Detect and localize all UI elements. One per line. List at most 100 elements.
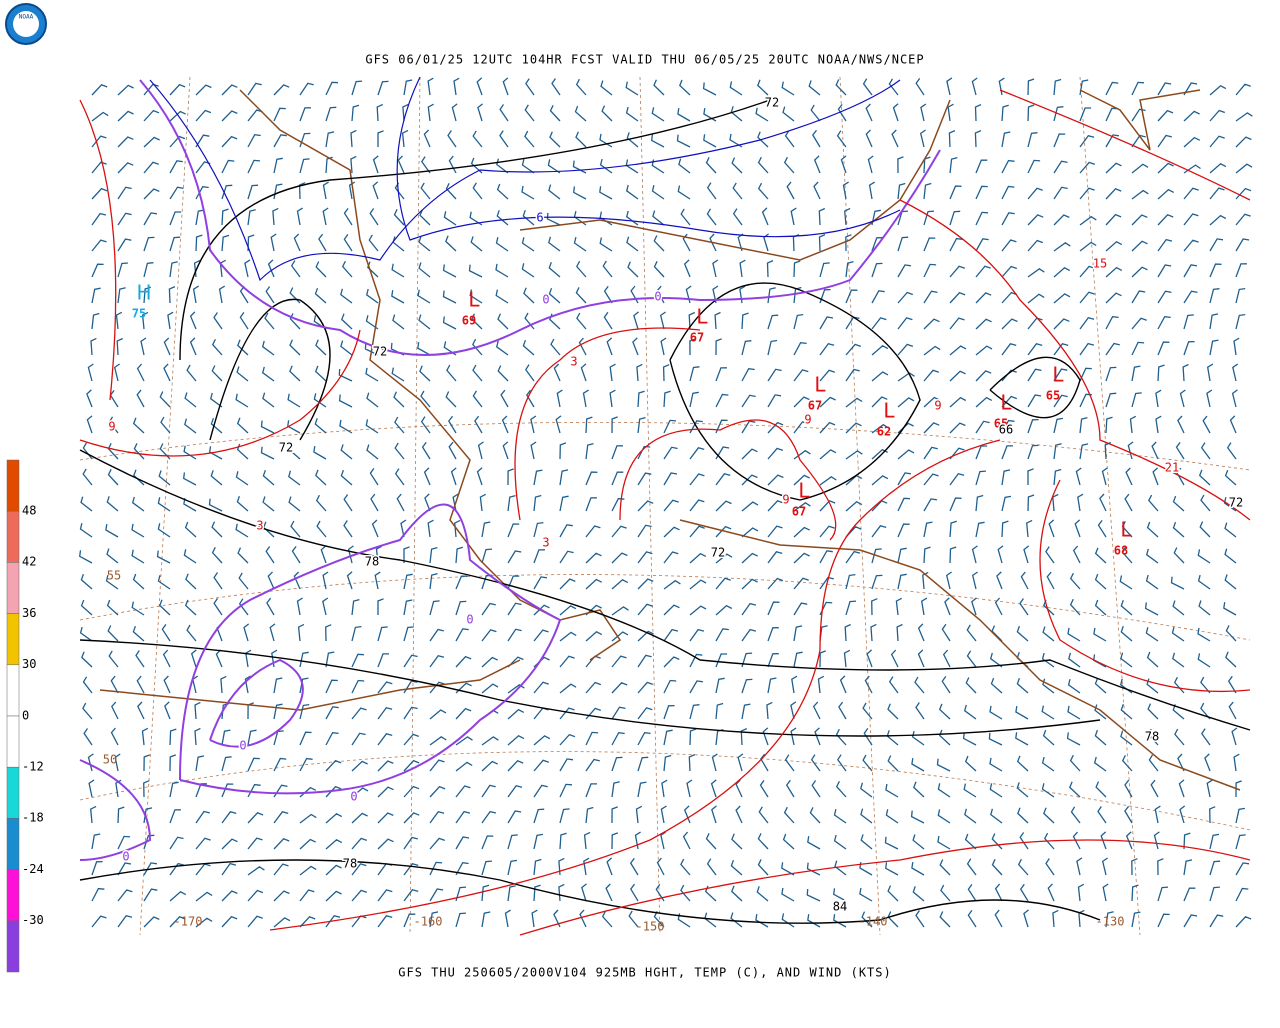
temperature-label: 0 xyxy=(466,613,473,627)
height-label: 72 xyxy=(373,345,387,359)
noaa-logo: NOAA xyxy=(5,3,47,45)
color-bar-swatch xyxy=(6,459,20,512)
longitude-label: -160 xyxy=(414,915,443,929)
logo-text: NOAA xyxy=(19,14,34,21)
pressure-value: 62 xyxy=(877,425,891,439)
wind-barb-row xyxy=(91,831,1246,850)
color-bar-swatch xyxy=(6,510,20,563)
wind-barb-row xyxy=(79,519,1237,538)
map-area xyxy=(78,76,1253,936)
pressure-symbol: L xyxy=(1000,391,1012,415)
temperature-label: 0 xyxy=(350,790,357,804)
header: GFS 06/01/25 12UTC 104HR FCST VALID THU … xyxy=(365,53,924,67)
footer: GFS THU 250605/2000V104 925MB HGHT, TEMP… xyxy=(398,966,891,980)
wind-barb-row xyxy=(80,597,1237,616)
wind-barb-row xyxy=(81,649,1237,668)
warm-contours xyxy=(79,89,1251,936)
cold-contours xyxy=(149,76,901,282)
longitude-label: -150 xyxy=(636,920,665,934)
wind-barb-row xyxy=(78,545,1237,564)
longitude-label: -170 xyxy=(174,915,203,929)
color-bar-swatch xyxy=(6,766,20,819)
pressure-value: 67 xyxy=(792,505,806,519)
wind-barb-row xyxy=(91,181,1252,200)
temperature-label: 3 xyxy=(570,355,577,369)
color-bar-swatch xyxy=(6,664,20,717)
wind-barb-row xyxy=(87,753,1240,772)
height-label: 72 xyxy=(1229,496,1243,510)
color-bar-swatch xyxy=(6,869,20,922)
wind-barb-row xyxy=(82,441,1237,460)
wind-barb-row xyxy=(91,207,1251,226)
latitude-label: 55 xyxy=(107,569,121,583)
height-contours xyxy=(79,99,1251,924)
wind-barb-row xyxy=(91,857,1250,876)
color-bar-label: 36 xyxy=(22,606,36,620)
height-label: 72 xyxy=(765,96,779,110)
temperature-label: 0 xyxy=(122,850,129,864)
height-label: 72 xyxy=(279,441,293,455)
pressure-value: 75 xyxy=(132,307,146,321)
longitude-label: -130 xyxy=(1096,915,1125,929)
color-bar-label: -18 xyxy=(22,811,44,825)
wind-barb-row xyxy=(91,103,1253,122)
pressure-symbol: L xyxy=(1052,363,1064,387)
height-label: 78 xyxy=(343,857,357,871)
wind-barb-row xyxy=(90,805,1245,824)
pressure-value: 67 xyxy=(690,331,704,345)
color-bar-label: 42 xyxy=(22,555,36,569)
pressure-symbol: L xyxy=(814,373,826,397)
wind-barb-row xyxy=(90,337,1240,356)
temperature-label: 15 xyxy=(1093,257,1107,271)
zero-isotherm xyxy=(79,79,941,861)
wind-barb-row xyxy=(82,467,1237,486)
color-bar-swatch xyxy=(6,715,20,768)
color-bar-swatch xyxy=(6,613,20,666)
temperature-label: 0 xyxy=(542,293,549,307)
pressure-symbol: L xyxy=(798,479,810,503)
wind-barb-row xyxy=(91,285,1246,304)
height-label: 78 xyxy=(365,555,379,569)
color-bar-label: 0 xyxy=(22,708,29,722)
temperature-label: 9 xyxy=(108,420,115,434)
wind-barb-row xyxy=(91,311,1246,330)
pressure-value: 65 xyxy=(994,417,1008,431)
height-label: 66 xyxy=(999,423,1013,437)
color-bar-swatch xyxy=(6,562,20,614)
wind-barb-row xyxy=(82,675,1237,694)
pressure-value: 69 xyxy=(462,314,476,328)
pressure-value: 65 xyxy=(1046,389,1060,403)
wind-barb-row xyxy=(91,155,1253,174)
wind-barb-row xyxy=(80,571,1237,590)
temperature-label: 3 xyxy=(256,519,263,533)
temperature-label: 9 xyxy=(782,493,789,507)
pressure-symbol: L xyxy=(883,399,895,423)
color-bar-label: -12 xyxy=(22,760,44,774)
graticule xyxy=(79,76,1251,936)
height-label: 78 xyxy=(1145,730,1159,744)
pressure-symbol: L xyxy=(468,288,480,312)
coastline xyxy=(99,89,1241,791)
wind-barb-row xyxy=(86,389,1238,408)
height-label: 84 xyxy=(833,900,847,914)
pressure-value: 67 xyxy=(808,399,822,413)
pressure-value: 68 xyxy=(1114,544,1128,558)
color-bar-label: 48 xyxy=(22,504,36,518)
temperature-label: 0 xyxy=(239,739,246,753)
latitude-label: 50 xyxy=(103,753,117,767)
wind-barb-row xyxy=(83,727,1238,746)
temperature-label: 0 xyxy=(654,290,661,304)
color-bar-swatch xyxy=(6,920,20,973)
color-bar: 48 42 36 30 0 -12 -18 -24 -30 xyxy=(6,459,44,973)
wind-barb-row xyxy=(88,779,1242,798)
wind-barb-row xyxy=(86,415,1237,434)
pressure-symbol: L xyxy=(1120,518,1132,542)
color-bar-label: -30 xyxy=(22,913,44,927)
color-bar-swatch xyxy=(6,818,20,870)
wind-barb-row xyxy=(87,363,1239,382)
color-bar-label: -24 xyxy=(22,862,44,876)
wind-barb-row xyxy=(91,77,1251,96)
wind-barb-row xyxy=(91,883,1249,902)
